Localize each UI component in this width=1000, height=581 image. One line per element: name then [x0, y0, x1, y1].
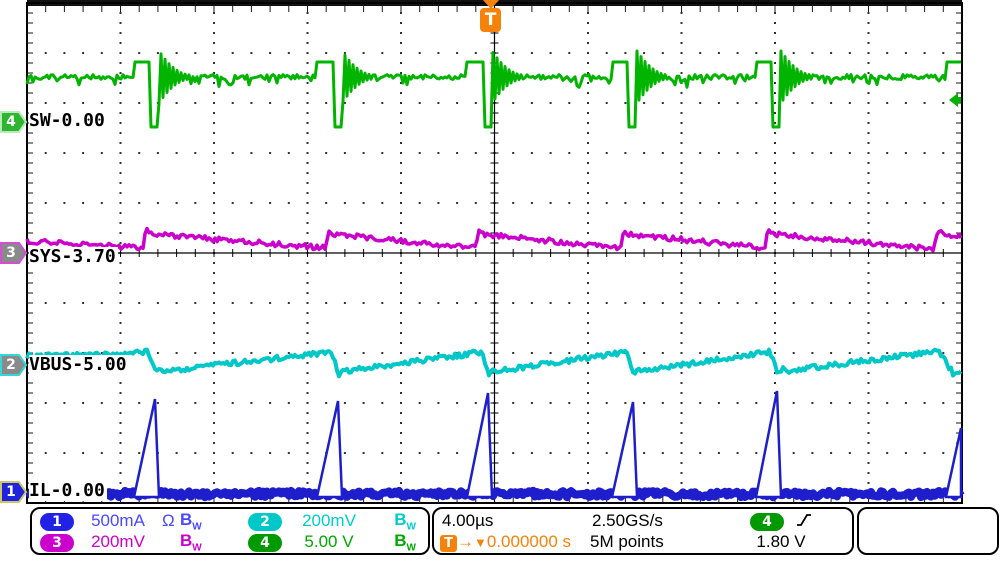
channel4-position-marker[interactable]: 4 [0, 111, 27, 133]
channel4-bandwidth-icon: BW [394, 530, 416, 554]
channel2-badge[interactable]: 2 [248, 513, 282, 531]
trigger-position-flag[interactable]: T [480, 8, 501, 32]
trigger-level[interactable]: 1.80 V [756, 532, 806, 551]
channel-readout-box: 1 500mA Ω BW 2 200mV BW 3 200mV BW 4 5.0… [30, 507, 430, 555]
trigger-icon: T [440, 535, 457, 552]
channel3-scale[interactable]: 200mV [91, 532, 145, 551]
channel3-bandwidth-icon: BW [180, 530, 202, 554]
channel4-badge[interactable]: 4 [248, 534, 282, 552]
record-length: 5M points [590, 532, 664, 551]
channel1-badge[interactable]: 1 [40, 513, 74, 531]
trace-label-sys: SYS-3.70 [29, 246, 118, 267]
trigger-source-badge[interactable]: 4 [750, 513, 784, 531]
timebase-scale[interactable]: 4.00µs [442, 511, 494, 530]
channel4-scale[interactable]: 5.00 V [304, 532, 354, 551]
channel2-bandwidth-icon: BW [394, 509, 416, 533]
trigger-slope-icon[interactable] [784, 511, 824, 531]
trigger-time-readout: T →▼0.000000 s [434, 532, 590, 552]
channel3-position-marker[interactable]: 3 [0, 242, 27, 264]
channel1-coupling: Ω [162, 511, 175, 530]
trace-label-vbus: VBUS-5.00 [29, 354, 129, 375]
channel1-scale[interactable]: 500mA [91, 511, 145, 530]
trace-label-il: IL-0.00 [29, 480, 107, 501]
timebase-trigger-box: 4.00µs 2.50GS/s 4 T →▼0.000000 s 5M point… [432, 507, 854, 555]
channel1-position-marker[interactable]: 1 [0, 481, 27, 503]
channel2-scale[interactable]: 200mV [302, 511, 356, 530]
channel1-bandwidth-icon: BW [180, 509, 202, 533]
channel3-badge[interactable]: 3 [40, 534, 74, 552]
sample-rate: 2.50GS/s [592, 511, 663, 530]
trigger-position-triangle[interactable] [483, 0, 499, 9]
aux-readout-box [857, 507, 999, 555]
channel2-position-marker[interactable]: 2 [0, 354, 27, 376]
trace-label-sw: SW-0.00 [29, 110, 107, 131]
